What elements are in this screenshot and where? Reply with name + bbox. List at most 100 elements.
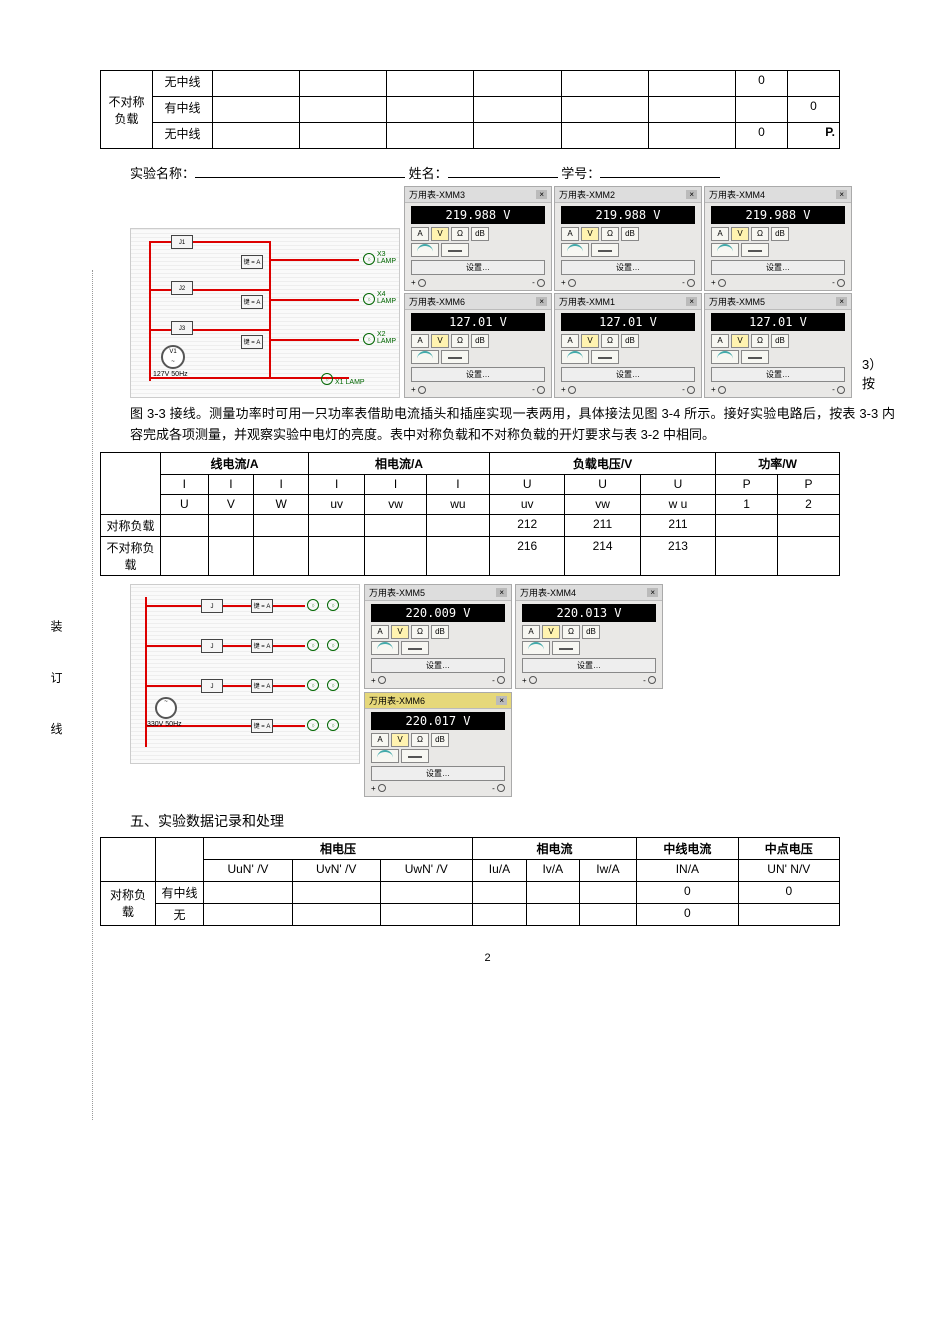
- meter-dc-btn[interactable]: [401, 749, 429, 763]
- meter-settings-btn[interactable]: 设置…: [711, 260, 845, 275]
- multimeter-panel: 万用表-XMM4× 220.013 V AVΩdB 设置… + -: [515, 584, 663, 689]
- meter-btn-A[interactable]: A: [411, 334, 429, 348]
- meter-settings-btn[interactable]: 设置…: [561, 260, 695, 275]
- meter-ac-btn[interactable]: [711, 350, 739, 364]
- meter-btn-dB[interactable]: dB: [621, 334, 639, 348]
- meter-ac-btn[interactable]: [411, 243, 439, 257]
- meter-lcd: 127.01 V: [561, 313, 695, 331]
- meter-lcd: 219.988 V: [411, 206, 545, 224]
- meter-btn-Ω[interactable]: Ω: [751, 227, 769, 241]
- schematic-2: J J J 键 = A 键 = A 键 = A 键 = A ~ 330V 50H…: [130, 584, 360, 764]
- meter-btn-Ω[interactable]: Ω: [562, 625, 580, 639]
- meter-settings-btn[interactable]: 设置…: [371, 766, 505, 781]
- t1-r0-c1: 无中线: [153, 71, 213, 97]
- meter-btn-V[interactable]: V: [731, 334, 749, 348]
- meter-settings-btn[interactable]: 设置…: [411, 367, 545, 382]
- meter-ac-btn[interactable]: [522, 641, 550, 655]
- meter-btn-Ω[interactable]: Ω: [751, 334, 769, 348]
- figure-row-2: J J J 键 = A 键 = A 键 = A 键 = A ~ 330V 50H…: [130, 584, 895, 797]
- meter-ac-btn[interactable]: [411, 350, 439, 364]
- lamp-x4: ○: [363, 293, 375, 305]
- lamp-x3: ○: [363, 253, 375, 265]
- meter-title: 万用表-XMM4: [520, 586, 576, 599]
- meter-dc-btn[interactable]: [401, 641, 429, 655]
- meter-btn-dB[interactable]: dB: [431, 733, 449, 747]
- meter-btn-A[interactable]: A: [522, 625, 540, 639]
- meter-dc-btn[interactable]: [441, 243, 469, 257]
- paragraph-main: 图 3-3 接线。测量功率时可用一只功率表借助电流插头和插座实现一表两用，具体接…: [130, 404, 895, 446]
- meter-btn-V[interactable]: V: [581, 334, 599, 348]
- section-5-heading: 五、实验数据记录和处理: [130, 811, 895, 831]
- multimeter-panel: 万用表-XMM5× 220.009 V AVΩdB 设置… + -: [364, 584, 512, 689]
- close-icon[interactable]: ×: [496, 588, 507, 597]
- meter-btn-V[interactable]: V: [731, 227, 749, 241]
- meter-title: 万用表-XMM2: [559, 188, 615, 201]
- meter-ac-btn[interactable]: [561, 350, 589, 364]
- close-icon[interactable]: ×: [836, 297, 847, 306]
- meter-dc-btn[interactable]: [552, 641, 580, 655]
- meter-btn-Ω[interactable]: Ω: [451, 227, 469, 241]
- meter-settings-btn[interactable]: 设置…: [561, 367, 695, 382]
- meter-ac-btn[interactable]: [371, 641, 399, 655]
- meter-btn-Ω[interactable]: Ω: [411, 625, 429, 639]
- meter-btn-dB[interactable]: dB: [771, 334, 789, 348]
- meter-lcd: 127.01 V: [711, 313, 845, 331]
- meter-btn-A[interactable]: A: [561, 334, 579, 348]
- lamp-x1: ○: [321, 373, 333, 385]
- ac-source: V1~: [161, 345, 185, 369]
- meter-lcd: 220.017 V: [371, 712, 505, 730]
- meter-btn-V[interactable]: V: [581, 227, 599, 241]
- meter-btn-V[interactable]: V: [431, 227, 449, 241]
- meter-btn-A[interactable]: A: [371, 625, 389, 639]
- meter-dc-btn[interactable]: [591, 350, 619, 364]
- close-icon[interactable]: ×: [536, 190, 547, 199]
- meter-btn-A[interactable]: A: [561, 227, 579, 241]
- meter-btn-V[interactable]: V: [431, 334, 449, 348]
- multimeter-panel: 万用表-XMM3× 219.988 V AVΩdB 设置… + -: [404, 186, 552, 291]
- meter-btn-Ω[interactable]: Ω: [451, 334, 469, 348]
- meter-btn-A[interactable]: A: [411, 227, 429, 241]
- meter-dc-btn[interactable]: [591, 243, 619, 257]
- meter-settings-btn[interactable]: 设置…: [522, 658, 656, 673]
- meter-btn-dB[interactable]: dB: [471, 227, 489, 241]
- meter-lcd: 220.013 V: [522, 604, 656, 622]
- meter-btn-dB[interactable]: dB: [771, 227, 789, 241]
- meter-title: 万用表-XMM5: [709, 295, 765, 308]
- meter-settings-btn[interactable]: 设置…: [411, 260, 545, 275]
- close-icon[interactable]: ×: [647, 588, 658, 597]
- meter-lcd: 219.988 V: [561, 206, 695, 224]
- close-icon[interactable]: ×: [686, 190, 697, 199]
- meter-btn-Ω[interactable]: Ω: [601, 227, 619, 241]
- multimeter-panel: 万用表-XMM6× 127.01 V AVΩdB 设置… + -: [404, 293, 552, 398]
- meter-dc-btn[interactable]: [441, 350, 469, 364]
- label-exp-name: 实验名称：: [130, 166, 195, 181]
- close-icon[interactable]: ×: [686, 297, 697, 306]
- close-icon[interactable]: ×: [836, 190, 847, 199]
- meter-settings-btn[interactable]: 设置…: [711, 367, 845, 382]
- close-icon[interactable]: ×: [496, 696, 507, 705]
- meter-btn-dB[interactable]: dB: [431, 625, 449, 639]
- meter-btn-Ω[interactable]: Ω: [601, 334, 619, 348]
- meter-title: 万用表-XMM3: [409, 188, 465, 201]
- meter-btn-V[interactable]: V: [391, 733, 409, 747]
- meter-btn-Ω[interactable]: Ω: [411, 733, 429, 747]
- meter-btn-A[interactable]: A: [711, 334, 729, 348]
- t1-r2-c9: P.: [788, 123, 840, 149]
- meter-btn-A[interactable]: A: [371, 733, 389, 747]
- meter-btn-V[interactable]: V: [542, 625, 560, 639]
- meter-ac-btn[interactable]: [371, 749, 399, 763]
- meter-btn-A[interactable]: A: [711, 227, 729, 241]
- meter-dc-btn[interactable]: [741, 243, 769, 257]
- meter-settings-btn[interactable]: 设置…: [371, 658, 505, 673]
- multimeter-panel: 万用表-XMM5× 127.01 V AVΩdB 设置… + -: [704, 293, 852, 398]
- meter-btn-dB[interactable]: dB: [621, 227, 639, 241]
- meter-btn-V[interactable]: V: [391, 625, 409, 639]
- meter-ac-btn[interactable]: [711, 243, 739, 257]
- meter-dc-btn[interactable]: [741, 350, 769, 364]
- close-icon[interactable]: ×: [536, 297, 547, 306]
- meter-btn-dB[interactable]: dB: [582, 625, 600, 639]
- meter-btn-dB[interactable]: dB: [471, 334, 489, 348]
- meter-lcd: 127.01 V: [411, 313, 545, 331]
- meter-ac-btn[interactable]: [561, 243, 589, 257]
- meter-lcd: 219.988 V: [711, 206, 845, 224]
